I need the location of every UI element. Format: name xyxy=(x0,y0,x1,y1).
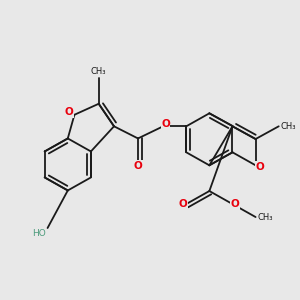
Text: O: O xyxy=(178,199,187,209)
Text: O: O xyxy=(161,119,170,129)
Text: CH₃: CH₃ xyxy=(91,67,106,76)
Text: O: O xyxy=(65,107,74,117)
Text: HO: HO xyxy=(32,230,46,238)
Text: O: O xyxy=(256,162,264,172)
Text: CH₃: CH₃ xyxy=(280,122,296,131)
Text: O: O xyxy=(230,199,239,209)
Text: CH₃: CH₃ xyxy=(257,212,272,221)
Text: O: O xyxy=(134,161,142,171)
